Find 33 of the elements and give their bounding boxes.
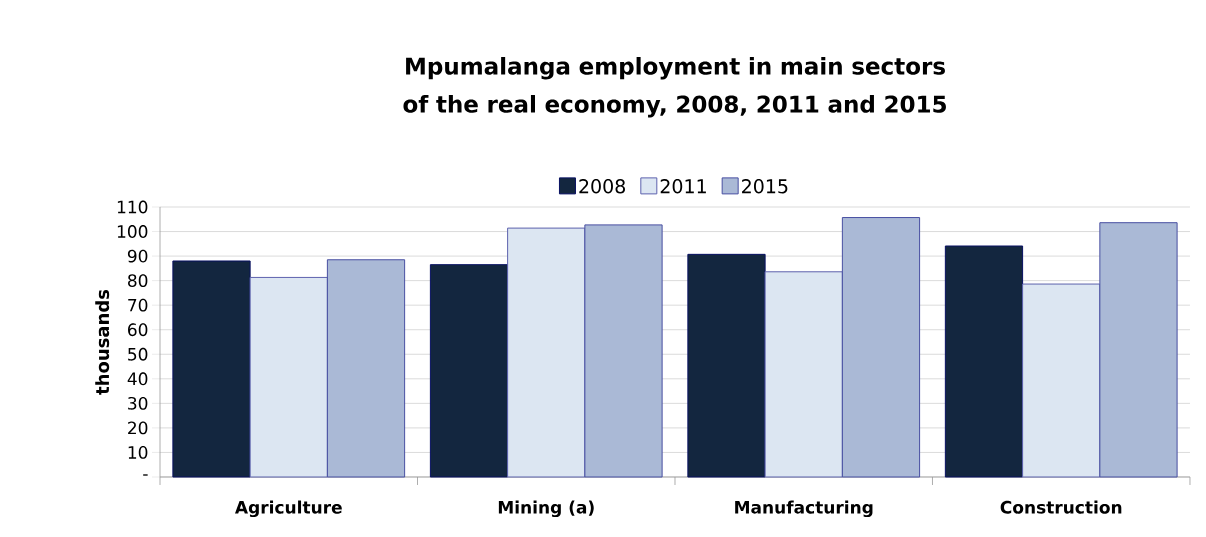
x-tick-label: Manufacturing	[735, 500, 873, 518]
y-tick-label: 40	[127, 372, 148, 386]
x-tick-label: Agriculture	[234, 500, 342, 518]
bar	[326, 259, 406, 478]
bar	[249, 276, 328, 478]
y-tick-label: 50	[128, 347, 148, 361]
bar	[1022, 283, 1101, 478]
y-tick-label: 90	[127, 249, 148, 263]
bar	[764, 271, 843, 478]
chart-title: Mpumalanga employment in main sectors of the real economy, 2008, 2011 and 2015	[403, 57, 946, 118]
x-tick-label: Mining (a)	[498, 500, 594, 518]
y-tick-label: 80	[128, 274, 148, 288]
y-tick-label: 100	[117, 225, 148, 238]
y-tick-label: 60	[128, 323, 148, 337]
x-tick-label: Construction	[1000, 500, 1122, 514]
bar	[687, 253, 766, 478]
bar	[429, 264, 509, 478]
bar	[584, 224, 663, 478]
bar	[507, 227, 586, 478]
legend-label: 2015	[742, 179, 788, 194]
bar	[172, 260, 251, 478]
bar	[1099, 222, 1178, 478]
y-tick-label: 20	[128, 421, 148, 435]
y-tick-label: 10	[128, 446, 148, 459]
y-axis-title: thousands	[95, 289, 110, 395]
y-tick-label: 70	[128, 298, 148, 312]
y-tick-label: 110	[117, 200, 148, 214]
legend-label: 2011	[660, 179, 706, 194]
y-tick-label: 30	[128, 396, 148, 410]
bar	[841, 217, 921, 478]
legend-label: 2008	[579, 179, 625, 194]
bar	[944, 245, 1024, 478]
y-tick-label: -	[143, 474, 148, 476]
